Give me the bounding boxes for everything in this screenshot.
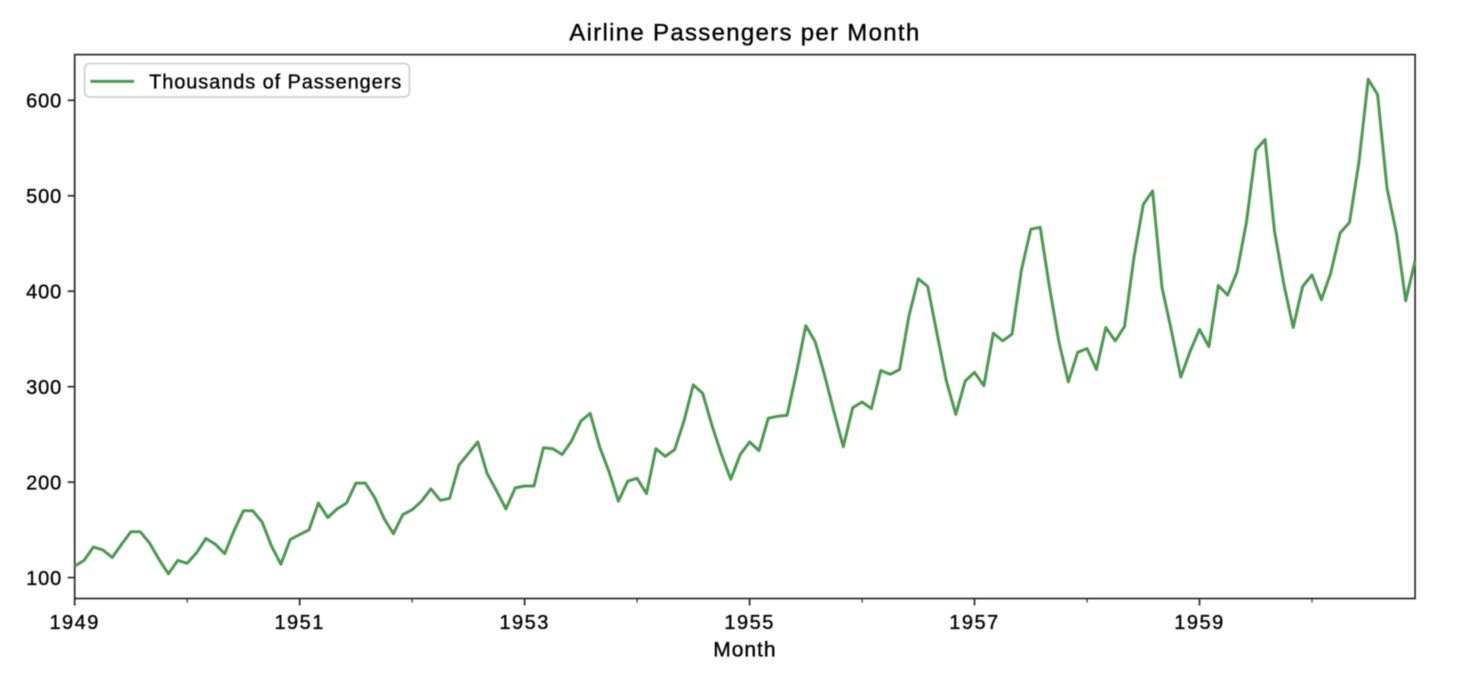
svg-text:600: 600	[26, 91, 62, 113]
svg-text:1949: 1949	[49, 612, 100, 634]
svg-text:1953: 1953	[499, 612, 550, 634]
svg-text:100: 100	[26, 568, 62, 590]
svg-text:1951: 1951	[274, 612, 325, 634]
svg-text:300: 300	[26, 377, 62, 399]
svg-text:400: 400	[26, 281, 62, 303]
svg-text:500: 500	[26, 186, 62, 208]
svg-text:Airline Passengers per Month: Airline Passengers per Month	[569, 20, 920, 47]
svg-text:1959: 1959	[1174, 612, 1225, 634]
svg-text:Month: Month	[713, 639, 776, 662]
svg-text:1957: 1957	[949, 612, 1000, 634]
svg-text:Thousands of Passengers: Thousands of Passengers	[149, 71, 402, 93]
svg-text:1955: 1955	[724, 612, 775, 634]
svg-text:200: 200	[26, 472, 62, 494]
